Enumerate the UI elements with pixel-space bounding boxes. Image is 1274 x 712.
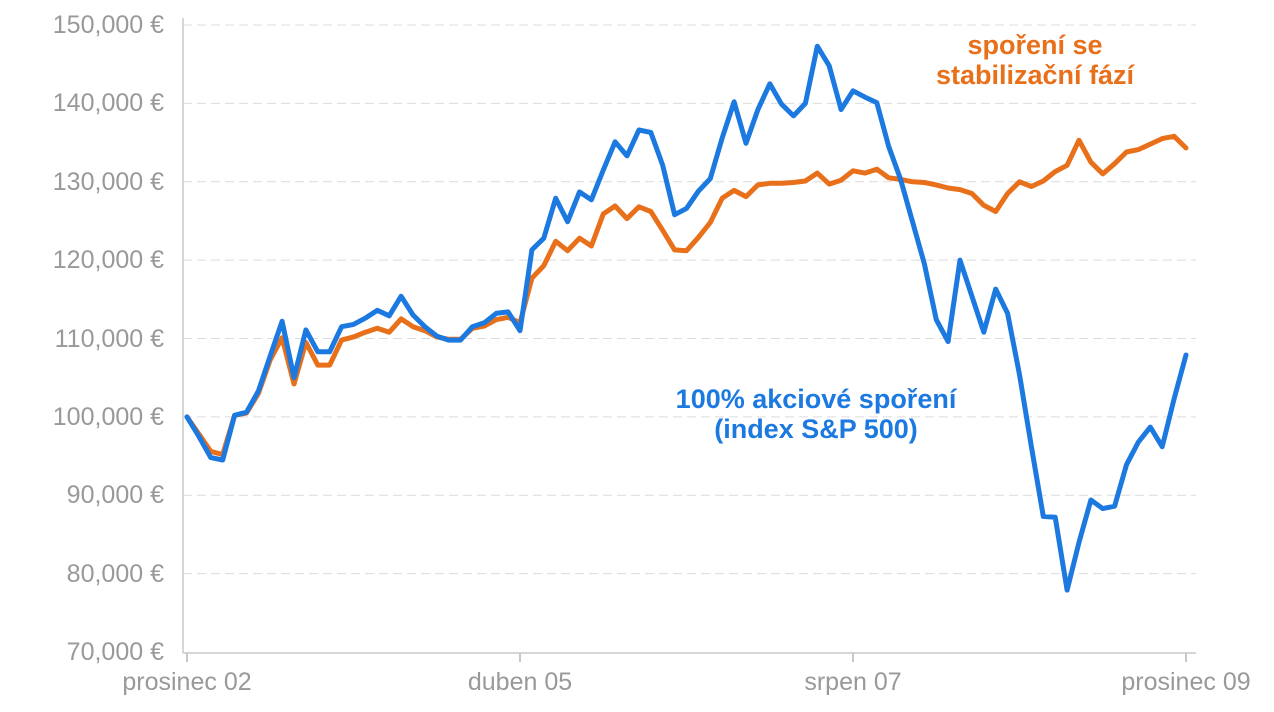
equity-line xyxy=(184,43,1189,593)
stabilized-line xyxy=(184,133,1189,457)
y-tick-label: 150,000 € xyxy=(52,11,164,39)
x-tick-label: prosinec 09 xyxy=(1121,668,1251,696)
x-tick-label: duben 05 xyxy=(467,668,573,696)
y-tick-label: 80,000 € xyxy=(66,559,164,588)
y-tick-label: 130,000 € xyxy=(52,167,164,196)
legend-stabilized-savings: spoření se stabilizační fází xyxy=(936,30,1134,90)
y-tick-label: 100,000 € xyxy=(52,402,164,431)
y-tick-label: 120,000 € xyxy=(52,246,164,275)
y-tick-label: 110,000 € xyxy=(54,324,164,353)
legend-equity-line1: 100% akciové spoření xyxy=(675,384,957,414)
x-tick-label: prosinec 02 xyxy=(122,668,252,696)
legend-equity-line2: (index S&P 500) xyxy=(714,414,918,444)
x-tick-label: srpen 07 xyxy=(804,668,902,696)
y-tick-label: 70,000 € xyxy=(66,638,164,666)
y-tick-label: 90,000 € xyxy=(66,481,164,510)
y-tick-label: 140,000 € xyxy=(52,89,164,118)
legend-equity-savings: 100% akciové spoření (index S&P 500) xyxy=(676,384,957,444)
legend-stabilized-line1: spoření se xyxy=(967,30,1103,60)
legend-stabilized-line2: stabilizační fází xyxy=(935,60,1135,90)
